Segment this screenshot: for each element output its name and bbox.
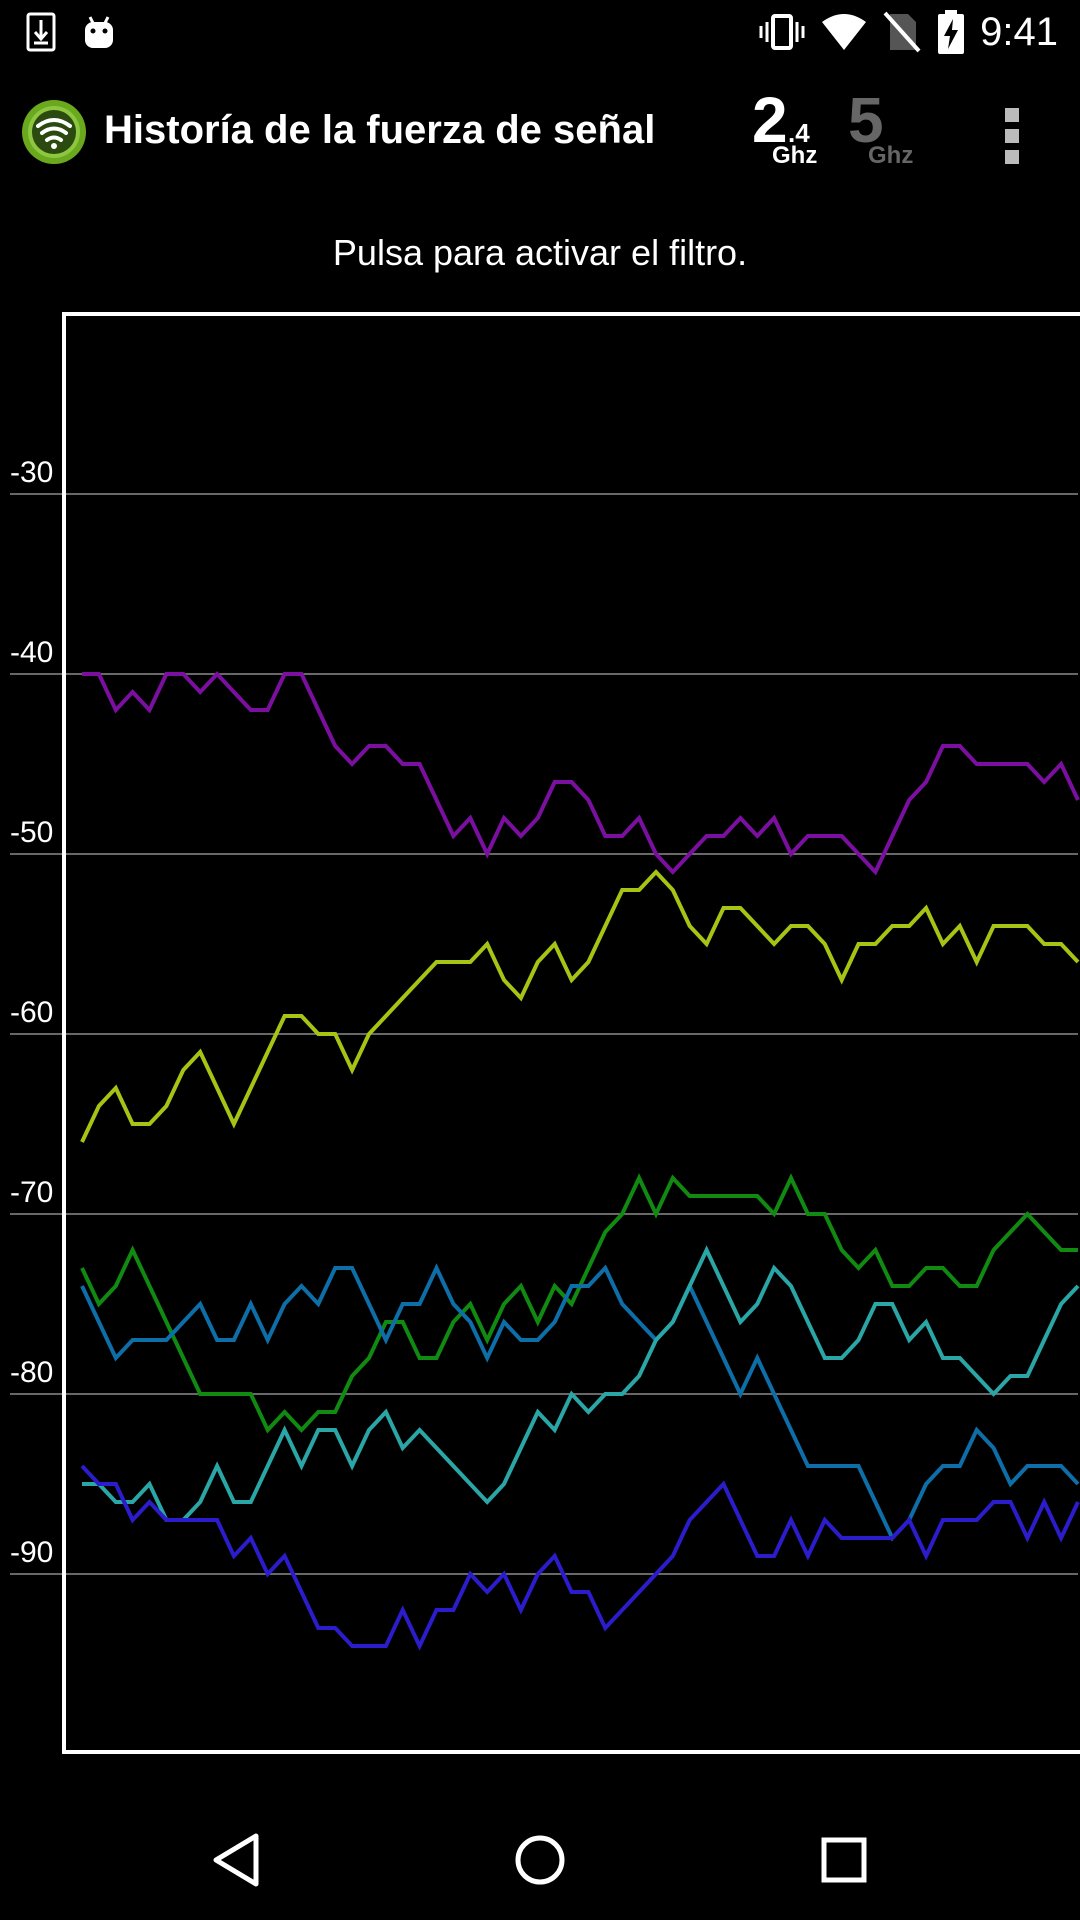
wifi-icon	[820, 12, 868, 52]
clock: 9:41	[980, 9, 1058, 54]
band-24-main: 2	[752, 84, 788, 156]
y-tick-label: -40	[10, 636, 53, 669]
page-title: Historía de la fuerza de señal	[104, 108, 656, 152]
signal-history-chart[interactable]: -30 -40 -50 -60 -70 -80 -90	[0, 0, 1080, 1760]
back-icon[interactable]	[196, 1830, 276, 1890]
y-tick-label: -50	[10, 816, 53, 849]
status-bar: 9:41	[0, 0, 1080, 64]
more-vert-icon[interactable]	[990, 104, 1034, 168]
y-tick-label: -60	[10, 996, 53, 1029]
y-tick-label: -70	[10, 1176, 53, 1209]
navigation-bar	[0, 1800, 1080, 1920]
series-line-2	[80, 869, 1080, 1143]
filter-hint[interactable]: Pulsa para activar el filtro.	[332, 232, 748, 273]
series-line-5	[82, 1245, 1080, 1522]
android-icon	[82, 14, 116, 50]
y-tick-label: -30	[10, 456, 53, 489]
series-line-6	[80, 1464, 1080, 1651]
download-icon	[26, 12, 56, 52]
recents-icon[interactable]	[804, 1830, 884, 1890]
app-bar: Historía de la fuerza de señal 2 .4 Ghz …	[0, 64, 1080, 200]
y-tick-label: -80	[10, 1356, 53, 1389]
battery-charging-icon	[936, 9, 966, 55]
vibrate-icon	[758, 12, 806, 52]
wifi-signal-app-icon	[20, 98, 88, 166]
home-icon[interactable]	[500, 1830, 580, 1890]
chart-frame	[62, 312, 1080, 1754]
series-line-4	[80, 1263, 1080, 1542]
band-5-main: 5	[848, 84, 884, 156]
band-24-unit: Ghz	[772, 142, 818, 169]
series-line-1	[82, 671, 1080, 876]
band-5-unit: Ghz	[868, 142, 914, 169]
no-sim-icon	[882, 10, 922, 54]
band-24ghz-button[interactable]: 2 .4 Ghz	[752, 88, 842, 174]
band-5ghz-button[interactable]: 5 Ghz	[848, 88, 938, 174]
y-tick-label: -90	[10, 1536, 53, 1569]
band-24-sub: .4	[788, 118, 810, 148]
